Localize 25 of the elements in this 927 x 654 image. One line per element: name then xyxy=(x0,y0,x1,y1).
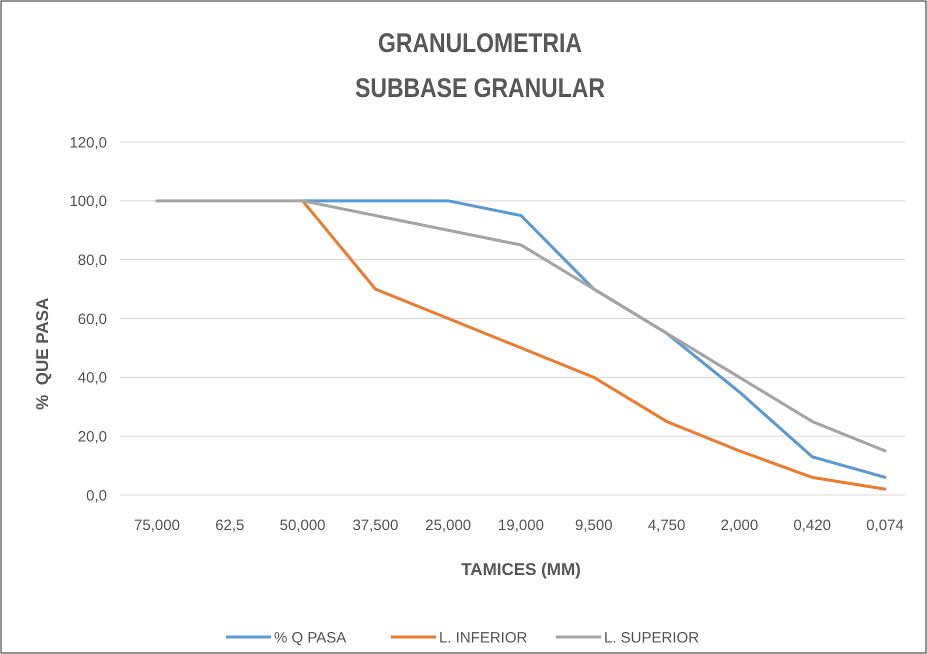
y-axis-title: % QUE PASA xyxy=(33,298,52,410)
chart-title: GRANULOMETRIA SUBBASE GRANULAR xyxy=(355,28,605,104)
x-tick-label: 4,750 xyxy=(648,517,686,534)
line-series xyxy=(156,199,886,452)
x-tick-label: 2,000 xyxy=(720,517,758,534)
x-tick-label: 50,000 xyxy=(280,517,326,534)
x-tick-label: 62,5 xyxy=(215,517,244,534)
x-tick-label: 25,000 xyxy=(425,517,472,534)
legend-label: L. SUPERIOR xyxy=(604,629,700,646)
y-tick-label: 40,0 xyxy=(78,370,107,387)
x-tick-label: 37,500 xyxy=(352,517,398,534)
y-tick-label: 20,0 xyxy=(78,428,107,446)
x-axis-title: TAMICES (MM) xyxy=(461,560,581,579)
x-tick-label: 75,000 xyxy=(134,517,180,534)
y-tick-label: 100,0 xyxy=(69,193,107,210)
x-tick-label: 9,500 xyxy=(575,517,613,534)
y-tick-label: 60,0 xyxy=(78,310,107,328)
x-tick-label: 0,420 xyxy=(793,517,831,534)
legend-label: L. INFERIOR xyxy=(439,629,528,646)
x-tick-label: 0,074 xyxy=(866,517,904,534)
y-tick-label: 0,0 xyxy=(86,487,107,504)
y-tick-label: 120,0 xyxy=(69,134,107,152)
y-tick-label: 80,0 xyxy=(78,252,107,269)
x-tick-label: 19,000 xyxy=(498,517,544,534)
legend-label: % Q PASA xyxy=(274,629,346,646)
